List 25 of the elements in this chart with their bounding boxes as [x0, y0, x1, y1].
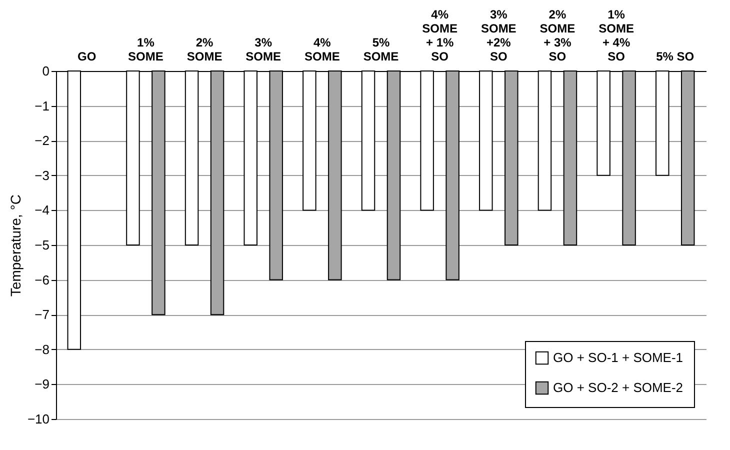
legend-label: GO + SO-1 + SOME-1 — [553, 350, 684, 365]
x-tick-label: GO — [78, 50, 96, 64]
y-tick-label: −10 — [27, 412, 50, 426]
x-tick-label: 4% SOME + 1% SO — [422, 8, 458, 64]
y-axis-title: Temperature, °C — [7, 194, 24, 297]
y-tick-label: −6 — [34, 272, 50, 288]
x-tick-label: 1% SOME — [128, 36, 164, 64]
y-tick-label: −5 — [34, 238, 50, 252]
y-tick-label: −7 — [34, 307, 50, 322]
x-tick-label: 5% SOME — [363, 36, 399, 64]
x-tick-label: 3% SOME +2% SO — [480, 8, 516, 64]
y-tick-label: −1 — [34, 98, 50, 114]
y-tick-label: −4 — [34, 202, 50, 218]
x-tick-label: 1% SOME + 4% SO — [598, 8, 634, 64]
y-tick-label: −2 — [34, 133, 50, 148]
y-tick-label: −8 — [34, 342, 50, 357]
x-tick-label: 5% SO — [656, 50, 694, 64]
x-tick-label: 4% SOME — [304, 36, 340, 64]
y-tick-label: −3 — [34, 168, 50, 183]
y-tick-label: −9 — [34, 376, 50, 392]
x-tick-label: 3% SOME — [246, 36, 282, 64]
x-tick-label: 2% SOME + 3% SO — [540, 8, 576, 64]
legend-label: GO + SO-2 + SOME-2 — [553, 380, 684, 395]
x-tick-label: 2% SOME — [186, 36, 222, 64]
y-tick-label: 0 — [42, 64, 50, 78]
